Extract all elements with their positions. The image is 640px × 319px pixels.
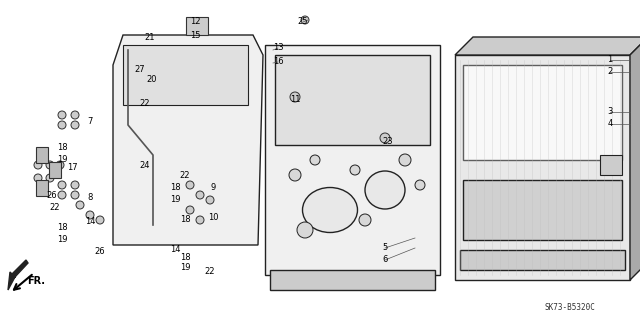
Text: 15: 15 [189, 31, 200, 40]
Circle shape [380, 133, 390, 143]
Text: 22: 22 [50, 204, 60, 212]
Text: 19: 19 [170, 196, 180, 204]
Text: 14: 14 [170, 246, 180, 255]
Text: 20: 20 [147, 76, 157, 85]
Circle shape [415, 180, 425, 190]
Bar [36, 180, 48, 196]
Text: 6: 6 [382, 256, 388, 264]
Circle shape [71, 111, 79, 119]
Circle shape [46, 161, 54, 169]
Text: 22: 22 [140, 99, 150, 108]
Text: 13: 13 [273, 43, 284, 53]
Text: 21: 21 [145, 33, 156, 42]
Circle shape [71, 121, 79, 129]
Text: 9: 9 [211, 183, 216, 192]
Text: 12: 12 [189, 18, 200, 26]
Circle shape [289, 169, 301, 181]
Bar [36, 147, 48, 163]
Circle shape [58, 111, 66, 119]
Text: 16: 16 [273, 57, 284, 66]
Text: 18: 18 [180, 254, 190, 263]
Text: 22: 22 [180, 170, 190, 180]
Circle shape [46, 174, 54, 182]
Circle shape [196, 191, 204, 199]
Text: 2: 2 [607, 68, 612, 77]
Text: 23: 23 [383, 137, 394, 146]
Bar [275, 55, 430, 145]
Circle shape [76, 201, 84, 209]
Circle shape [71, 181, 79, 189]
Text: 5: 5 [382, 243, 388, 253]
Polygon shape [113, 35, 263, 245]
Text: 18: 18 [170, 183, 180, 192]
Text: 14: 14 [84, 218, 95, 226]
Bar [463, 180, 622, 240]
Polygon shape [455, 55, 630, 280]
Text: 19: 19 [57, 155, 67, 165]
Circle shape [71, 191, 79, 199]
Text: 26: 26 [47, 190, 58, 199]
Text: 8: 8 [87, 194, 93, 203]
Text: 18: 18 [57, 224, 67, 233]
Text: 24: 24 [140, 160, 150, 169]
Circle shape [58, 121, 66, 129]
Bar [270, 270, 435, 290]
Circle shape [206, 196, 214, 204]
Ellipse shape [303, 188, 358, 233]
Circle shape [196, 216, 204, 224]
Bar [186, 17, 208, 35]
Bar [265, 45, 440, 275]
Circle shape [297, 222, 313, 238]
Text: 10: 10 [208, 213, 218, 222]
Circle shape [290, 92, 300, 102]
Circle shape [56, 161, 64, 169]
Circle shape [359, 214, 371, 226]
Text: FR.: FR. [27, 276, 45, 286]
Circle shape [58, 181, 66, 189]
Text: 19: 19 [57, 235, 67, 244]
Text: 17: 17 [67, 164, 77, 173]
Text: 18: 18 [57, 144, 67, 152]
Polygon shape [455, 37, 640, 55]
Bar [463, 65, 622, 160]
Text: 4: 4 [607, 120, 612, 129]
Text: 22: 22 [205, 268, 215, 277]
Polygon shape [630, 37, 640, 280]
Text: 3: 3 [607, 108, 612, 116]
Text: 27: 27 [134, 65, 145, 75]
Circle shape [96, 216, 104, 224]
Circle shape [186, 181, 194, 189]
Ellipse shape [365, 171, 405, 209]
Text: 18: 18 [180, 216, 190, 225]
Circle shape [301, 16, 309, 24]
Text: 1: 1 [607, 56, 612, 64]
Text: 11: 11 [290, 95, 300, 105]
Text: 26: 26 [95, 248, 106, 256]
Text: 7: 7 [87, 117, 93, 127]
Text: 19: 19 [180, 263, 190, 272]
Bar [123, 45, 248, 105]
Text: SK73-B5320C: SK73-B5320C [544, 303, 595, 313]
Circle shape [34, 174, 42, 182]
Circle shape [350, 165, 360, 175]
Bar [49, 162, 61, 178]
Circle shape [86, 211, 94, 219]
Polygon shape [8, 260, 28, 290]
Circle shape [58, 191, 66, 199]
Bar [600, 155, 622, 175]
Circle shape [186, 206, 194, 214]
Bar [460, 250, 625, 270]
Circle shape [310, 155, 320, 165]
Circle shape [399, 154, 411, 166]
Circle shape [34, 161, 42, 169]
Text: 25: 25 [298, 18, 308, 26]
